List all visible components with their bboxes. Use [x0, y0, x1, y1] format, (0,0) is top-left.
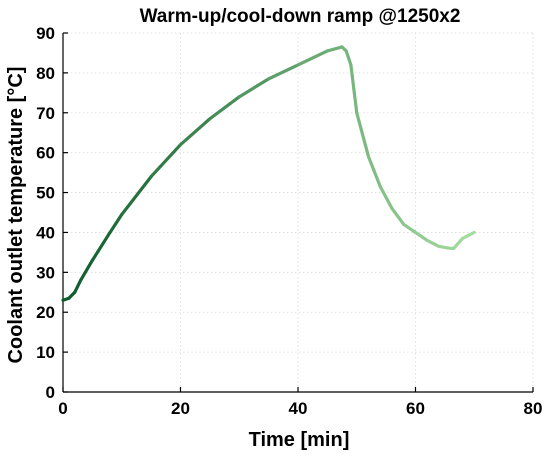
series-segment	[149, 143, 183, 179]
y-tick-label: 60	[36, 144, 55, 163]
series-line	[61, 45, 476, 302]
y-tick-label: 40	[36, 223, 55, 242]
series-segment	[402, 222, 418, 235]
series-segment	[267, 63, 300, 81]
series-segment	[366, 155, 382, 189]
x-axis-label: Time [min]	[249, 429, 350, 451]
series-segment	[437, 244, 453, 250]
series-segment	[460, 230, 476, 241]
series-segment	[413, 230, 429, 243]
y-tick-label: 90	[36, 24, 55, 43]
series-segment	[208, 95, 241, 121]
y-tick-label: 70	[36, 104, 55, 123]
series-segment	[355, 111, 371, 159]
y-tick-label: 80	[36, 64, 55, 83]
series-segment	[349, 63, 356, 91]
series-segment	[325, 45, 344, 53]
series-segment	[108, 212, 124, 235]
x-tick-label: 40	[289, 399, 308, 418]
x-tick-label: 0	[58, 399, 67, 418]
x-tick-label: 20	[171, 399, 190, 418]
x-tick-label: 80	[524, 399, 543, 418]
series-segment	[120, 175, 153, 217]
series-segment	[178, 117, 212, 147]
ticks: 0 20 40 60 80 0 10 20 30 40 50 60 70 80 90	[36, 24, 542, 418]
series-segment	[425, 238, 441, 249]
y-tick-label: 10	[36, 343, 55, 362]
series-segment	[344, 49, 353, 67]
series-segment	[378, 184, 394, 211]
y-tick-label: 50	[36, 184, 55, 203]
series-segment	[352, 87, 359, 115]
y-tick-label: 30	[36, 263, 55, 282]
y-tick-label: 0	[46, 383, 55, 402]
series-segment	[73, 278, 83, 294]
y-tick-label: 20	[36, 303, 55, 322]
series-layer	[61, 45, 476, 302]
series-segment	[452, 236, 465, 250]
series-segment	[390, 206, 406, 227]
x-tick-label: 60	[406, 399, 425, 418]
series-segment	[79, 258, 94, 282]
series-segment	[296, 49, 329, 67]
chart-title: Warm-up/cool-down ramp @1250x2	[140, 6, 461, 27]
series-segment	[237, 77, 271, 99]
series-segment	[90, 230, 112, 262]
y-axis-label: Coolant outlet temperature [°C]	[5, 67, 27, 364]
